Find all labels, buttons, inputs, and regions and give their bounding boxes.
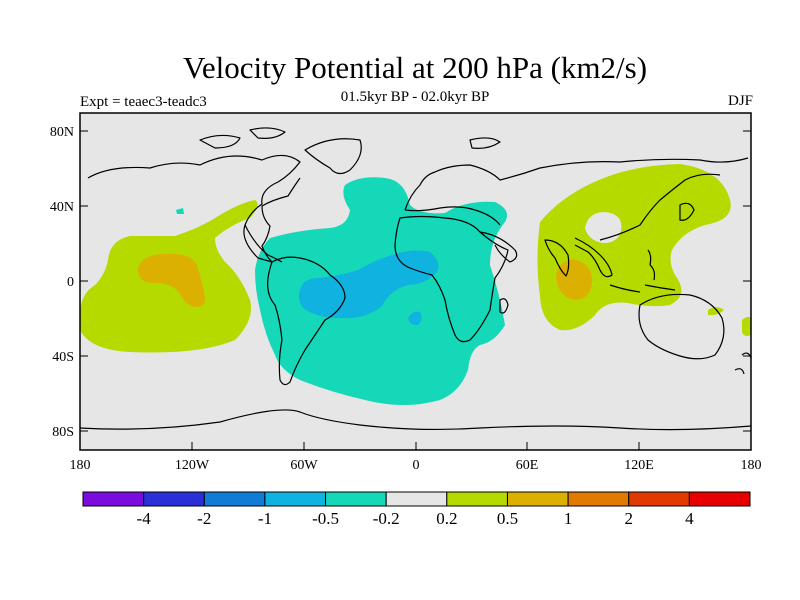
period-subtitle: 01.5kyr BP - 02.0kyr BP (340, 89, 490, 105)
colorbar-label: 0.5 (497, 509, 518, 528)
colorbar-label: 2 (624, 509, 633, 528)
contour-asia-hole (585, 212, 622, 244)
colorbar: -4 -2 -1 -0.5 -0.2 0.2 0.5 1 2 4 (82, 491, 751, 528)
plot-title: Velocity Potential at 200 hPa (km2/s) (182, 50, 648, 85)
colorbar-swatch (82, 491, 145, 507)
contour-africa-core (408, 311, 422, 326)
lon-label-180e: 180 (741, 458, 762, 473)
colorbar-swatch (506, 491, 569, 507)
lat-label-80n: 80N (50, 125, 74, 140)
colorbar-swatch (143, 491, 205, 507)
lat-axis (80, 130, 751, 432)
colorbar-label: 4 (685, 509, 694, 528)
lat-label-80s: 80S (52, 425, 74, 440)
colorbar-label: -0.2 (373, 509, 400, 528)
lon-label-60e: 60E (516, 458, 539, 473)
lon-label-120e: 120E (624, 458, 654, 473)
coastlines (80, 127, 751, 431)
colorbar-swatch (567, 491, 630, 507)
colorbar-swatch (203, 491, 266, 507)
contour-indian-core (556, 259, 593, 300)
colorbar-swatch (688, 491, 751, 507)
lat-label-40s: 40S (52, 350, 74, 365)
colorbar-swatch (325, 491, 387, 507)
colorbar-swatch (446, 491, 508, 507)
colorbar-swatch (385, 491, 448, 507)
lat-label-40n: 40N (50, 200, 74, 215)
colorbar-label: -0.5 (312, 509, 339, 528)
contour-west-pacific-small (708, 307, 724, 316)
colorbar-label: -4 (137, 509, 152, 528)
lon-label-60w: 60W (290, 458, 318, 473)
lon-label-180w: 180 (70, 458, 91, 473)
colorbar-swatch (264, 491, 327, 507)
colorbar-label: 1 (564, 509, 573, 528)
contour-small-patch (176, 208, 184, 214)
lat-label-eq: 0 (67, 275, 74, 290)
lon-label-120w: 120W (175, 458, 210, 473)
contour-atlantic-core (298, 250, 439, 319)
colorbar-label: 0.2 (436, 509, 457, 528)
experiment-label: Expt = teaec3-teadc3 (80, 94, 207, 110)
season-label: DJF (727, 93, 753, 109)
contour-pacific-core (137, 253, 206, 307)
colorbar-label: -2 (197, 509, 211, 528)
colorbar-swatch (628, 491, 690, 507)
colorbar-label: -1 (258, 509, 272, 528)
lon-axis (79, 442, 752, 450)
contour-west-dateline (742, 316, 751, 336)
lon-label-0: 0 (413, 458, 420, 473)
